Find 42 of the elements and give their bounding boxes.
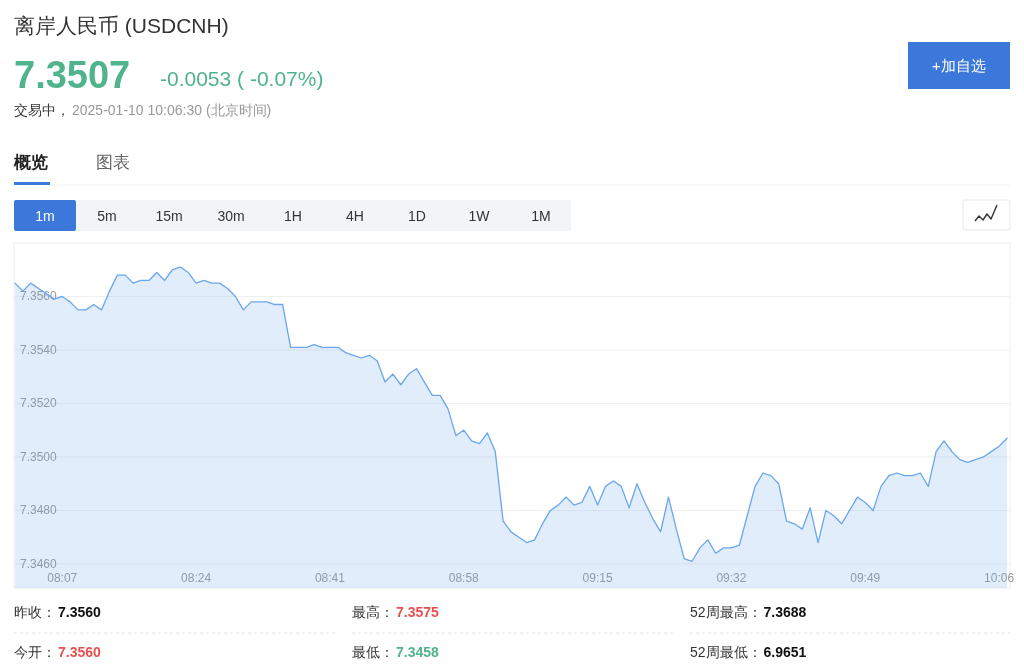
text: 2025-01-10 10:06:30 (北京时间): [72, 102, 272, 118]
text: 15m: [155, 208, 183, 224]
y-tick-label: 7.3500: [20, 449, 58, 464]
text: 交易中，: [14, 102, 70, 118]
text: +加自选: [932, 57, 986, 74]
text: 52周最低：: [690, 644, 762, 660]
x-tick-label: 10:06: [984, 571, 1015, 585]
text: 1H: [284, 208, 302, 224]
text: 最高：: [352, 604, 394, 620]
text: 4H: [346, 208, 364, 224]
text: 6.9651: [763, 644, 807, 660]
text: 52周最高：: [690, 604, 762, 620]
text: 概览: [13, 153, 48, 172]
text: 1M: [531, 208, 551, 224]
text: 7.3560: [58, 644, 102, 660]
chart-title: 离岸人民币 (USDCNH): [14, 14, 229, 37]
y-tick-label: 7.3460: [20, 556, 58, 571]
x-tick-label: 09:15: [582, 571, 613, 585]
y-tick-label: 7.3520: [20, 396, 58, 411]
text: 最低：: [352, 644, 394, 660]
text: 30m: [217, 208, 245, 224]
text: 1m: [35, 208, 55, 224]
text: 7.3688: [763, 604, 807, 620]
x-tick-label: 08:07: [47, 571, 78, 585]
text: -0.0053 ( -0.07%): [160, 67, 324, 90]
text: 7.3560: [58, 604, 102, 620]
y-tick-label: 7.3540: [20, 342, 58, 357]
y-tick-label: 7.3480: [20, 503, 58, 518]
x-tick-label: 09:32: [716, 571, 747, 585]
x-tick-label: 09:49: [850, 571, 881, 585]
x-tick-label: 08:58: [448, 571, 480, 585]
text: 今开：: [14, 644, 56, 660]
text: 1W: [468, 208, 491, 224]
x-tick-label: 08:24: [181, 571, 212, 585]
text: 昨收：: [14, 604, 56, 620]
text: 7.3458: [396, 644, 440, 660]
text: 1D: [408, 208, 426, 224]
x-tick-label: 08:41: [314, 571, 346, 585]
text: 7.3507: [14, 54, 131, 96]
text: 图表: [96, 153, 130, 172]
text: 5m: [97, 208, 117, 224]
text: 7.3575: [396, 604, 440, 620]
